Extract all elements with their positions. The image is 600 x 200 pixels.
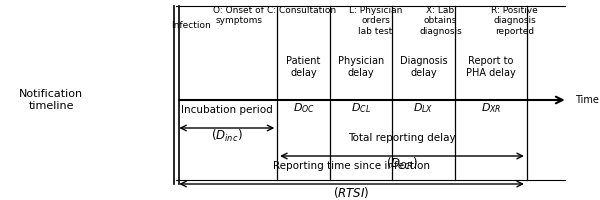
Text: $(RTSI)$: $(RTSI)$ — [334, 184, 370, 200]
Text: X: Lab
obtains
diagnosis: X: Lab obtains diagnosis — [419, 6, 462, 36]
Text: Notification
timeline: Notification timeline — [19, 89, 83, 111]
Text: Physician
delay: Physician delay — [338, 56, 385, 78]
Text: $(D_{OR})$: $(D_{OR})$ — [386, 156, 418, 172]
Text: Incubation period: Incubation period — [181, 105, 272, 115]
Text: L: Physician
orders
lab test: L: Physician orders lab test — [349, 6, 402, 36]
Text: Infection: Infection — [171, 21, 211, 30]
Text: $(D_{inc})$: $(D_{inc})$ — [211, 128, 242, 144]
Text: $D_{LX}$: $D_{LX}$ — [413, 101, 434, 115]
Text: $D_{OC}$: $D_{OC}$ — [293, 101, 314, 115]
Text: Report to
PHA delay: Report to PHA delay — [466, 56, 515, 78]
Text: $D_{XR}$: $D_{XR}$ — [481, 101, 501, 115]
Text: R: Positive
diagnosis
reported: R: Positive diagnosis reported — [491, 6, 538, 36]
Text: Total reporting delay: Total reporting delay — [348, 133, 456, 143]
Text: Time: Time — [575, 95, 599, 105]
Text: Diagnosis
delay: Diagnosis delay — [400, 56, 448, 78]
Text: O: Onset of
symptoms: O: Onset of symptoms — [214, 6, 264, 25]
Text: C: Consultation: C: Consultation — [266, 6, 336, 15]
Text: Reporting time since infection: Reporting time since infection — [273, 161, 430, 171]
Text: $D_{CL}$: $D_{CL}$ — [351, 101, 371, 115]
Text: Patient
delay: Patient delay — [286, 56, 321, 78]
